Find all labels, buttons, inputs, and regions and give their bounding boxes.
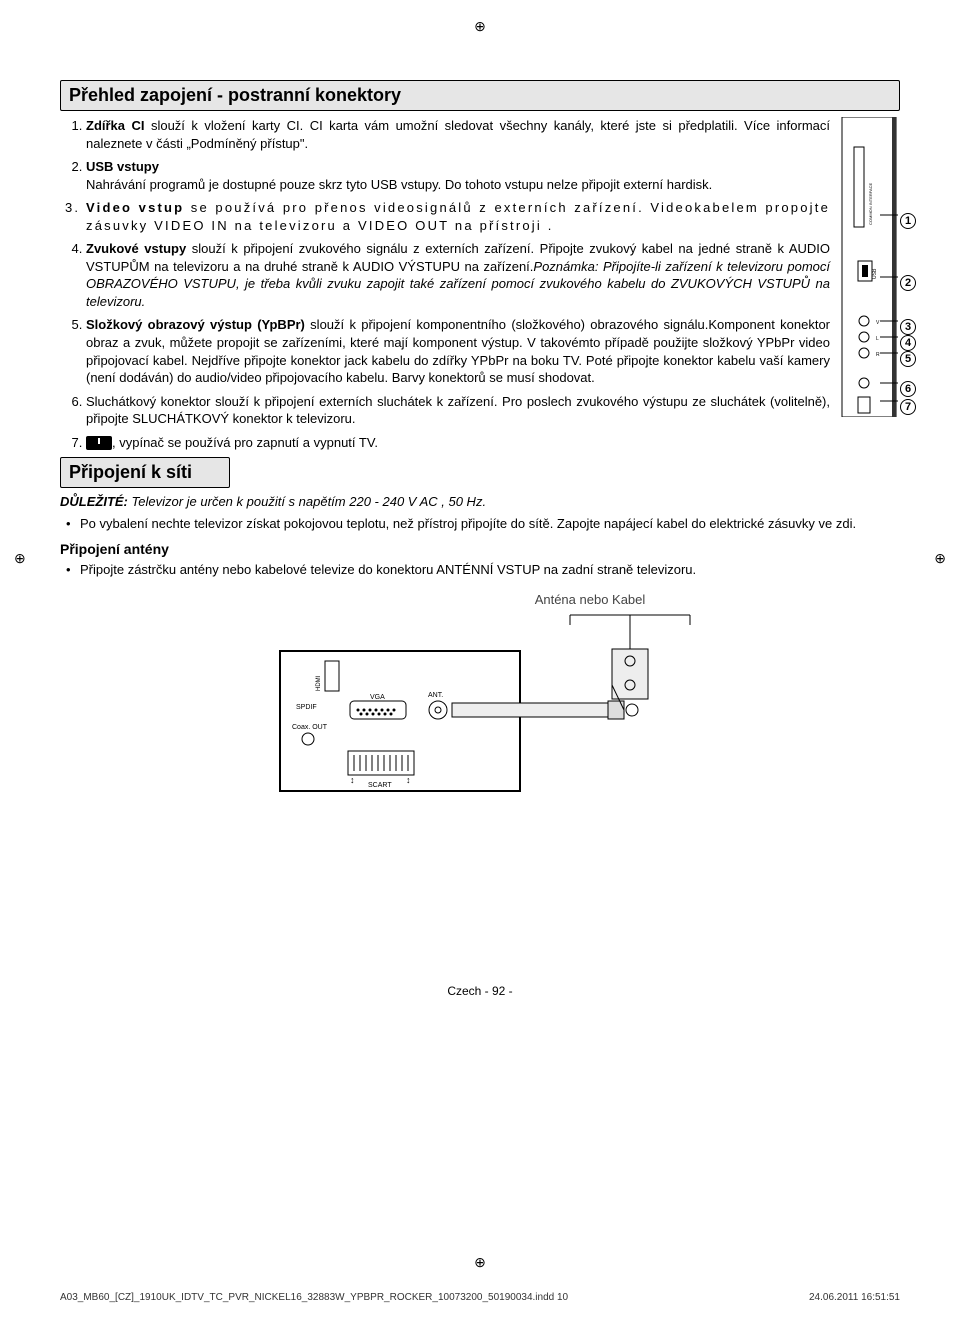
important-note: DŮLEŽITÉ: Televizor je určen k použití s… (60, 494, 900, 509)
callout-1: 1 (900, 213, 916, 229)
power-icon (86, 436, 112, 450)
item-bold: Zvukové vstupy (86, 241, 186, 256)
callout-3: 3 (900, 319, 916, 335)
svg-text:↕: ↕ (406, 775, 411, 785)
item-text: Nahrávání programů je dostupné pouze skr… (86, 177, 712, 192)
svg-text:L: L (876, 336, 879, 342)
file-meta-footer: A03_MB60_[CZ]_1910UK_IDTV_TC_PVR_NICKEL1… (60, 1292, 900, 1303)
item-bold: Video vstup (86, 200, 184, 215)
note-bold: Poznámka: (533, 259, 598, 274)
item-text: , vypínač se používá pro zapnutí a vypnu… (112, 435, 378, 450)
rear-panel-svg: HDMI SPDIF VGA ANT. Coax. OUT SCART ↕ ↕ (220, 611, 740, 801)
bullet-power: Po vybalení nechte televizor získat poko… (66, 515, 900, 533)
svg-text:R: R (876, 352, 880, 358)
item-text: se používá pro přenos videosignálů z ext… (86, 200, 830, 233)
svg-text:↕: ↕ (350, 775, 355, 785)
bullet-antenna: Připojte zástrčku antény nebo kabelové t… (66, 561, 900, 579)
svg-text:Coax. OUT: Coax. OUT (292, 724, 328, 731)
callout-5: 5 (900, 351, 916, 367)
svg-text:HDMI: HDMI (316, 676, 322, 692)
list-item: Zvukové vstupy slouží k připojení zvukov… (86, 240, 830, 310)
item-bold: Složkový obrazový výstup (YpBPr) (86, 317, 305, 332)
side-panel-diagram: COMMON INTERFACE USB V L R 1234567 (840, 117, 900, 457)
crop-mark-right: ⊕ (934, 550, 946, 567)
item-bold: USB vstupy (86, 159, 159, 174)
network-section: DŮLEŽITÉ: Televizor je určen k použití s… (60, 494, 900, 578)
crop-mark-top: ⊕ (474, 18, 486, 35)
list-item: Sluchátkový konektor slouží k připojení … (86, 393, 830, 428)
svg-text:VGA: VGA (370, 694, 385, 701)
item-text: Sluchátkový konektor slouží k připojení … (86, 394, 830, 427)
important-label: DŮLEŽITÉ: (60, 494, 128, 509)
page-footer: Czech - 92 - (60, 984, 900, 998)
list-item: Zdířka CI slouží k vložení karty CI. CI … (86, 117, 830, 152)
svg-text:SCART: SCART (368, 782, 392, 789)
antenna-label: Anténa nebo Kabel (280, 592, 900, 607)
footer-filename: A03_MB60_[CZ]_1910UK_IDTV_TC_PVR_NICKEL1… (60, 1292, 568, 1303)
connectors-text: Zdířka CI slouží k vložení karty CI. CI … (60, 117, 830, 457)
crop-mark-left: ⊕ (14, 550, 26, 567)
item-bold: Zdířka CI (86, 118, 144, 133)
crop-mark-bottom: ⊕ (474, 1254, 486, 1271)
section-header-network: Připojení k síti (60, 457, 230, 488)
important-text: Televizor je určen k použití s napětím 2… (128, 494, 486, 509)
antenna-subhead: Připojení antény (60, 541, 900, 557)
callout-7: 7 (900, 399, 916, 415)
list-item: Složkový obrazový výstup (YpBPr) slouží … (86, 316, 830, 386)
svg-text:V: V (876, 320, 880, 326)
ci-label: COMMON INTERFACE (868, 182, 873, 225)
callout-2: 2 (900, 275, 916, 291)
list-item: USB vstupy Nahrávání programů je dostupné… (86, 158, 830, 193)
tv-side-panel-svg: COMMON INTERFACE USB V L R (840, 117, 898, 417)
connectors-list: Zdířka CI slouží k vložení karty CI. CI … (60, 117, 830, 451)
list-item: Video vstup se používá pro přenos videos… (86, 199, 830, 234)
usb-label: USB (872, 268, 878, 279)
connectors-row: Zdířka CI slouží k vložení karty CI. CI … (60, 117, 900, 457)
footer-timestamp: 24.06.2011 16:51:51 (809, 1292, 900, 1303)
callout-4: 4 (900, 335, 916, 351)
svg-text:ANT.: ANT. (428, 692, 443, 699)
callout-6: 6 (900, 381, 916, 397)
antenna-diagram-block: Anténa nebo Kabel HDMI SPDIF VGA ANT. Co… (60, 592, 900, 804)
item-text: slouží k vložení karty CI. CI karta vám … (86, 118, 830, 151)
section-header-connectors: Přehled zapojení - postranní konektory (60, 80, 900, 111)
list-item: , vypínač se používá pro zapnutí a vypnu… (86, 434, 830, 452)
svg-text:SPDIF: SPDIF (296, 704, 317, 711)
